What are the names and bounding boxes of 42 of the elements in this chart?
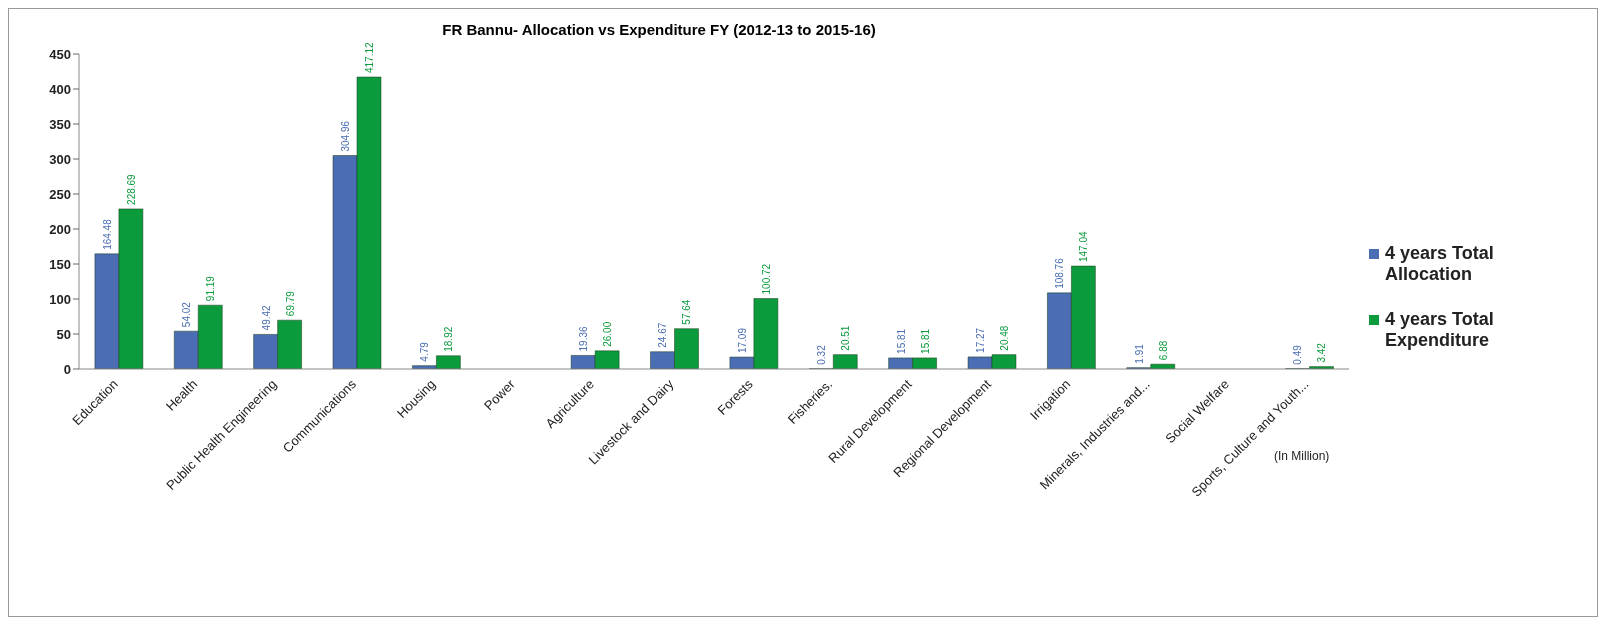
data-label: 91.19: [205, 275, 217, 302]
data-label: 304.96: [340, 120, 351, 152]
y-tick-label: 50: [56, 326, 71, 342]
data-label: 17.09: [736, 327, 748, 354]
data-label: 108.76: [1054, 257, 1066, 289]
data-label: 20.51: [840, 325, 852, 351]
data-label: 0.49: [1292, 344, 1304, 365]
data-label: 0.32: [816, 344, 828, 365]
y-tick-label: 300: [49, 151, 71, 167]
y-tick-label: 100: [49, 291, 71, 307]
data-label: 228.69: [125, 173, 137, 205]
data-label: 100.72: [760, 263, 772, 295]
data-label: 17.27: [975, 327, 986, 353]
y-tick-label: 150: [49, 256, 71, 272]
data-label: 147.04: [1078, 231, 1090, 263]
y-tick-label: 200: [49, 221, 71, 237]
data-label: 1.91: [1133, 343, 1145, 364]
chart-title: FR Bannu- Allocation vs Expenditure FY (2012-13 to 2015-16): [441, 21, 877, 38]
data-label: 18.92: [443, 326, 455, 352]
data-label: 69.79: [284, 290, 296, 317]
text: (In Million): [1274, 449, 1330, 463]
data-label: 24.67: [657, 322, 669, 348]
legend-label: 4 years Total Expenditure: [1385, 309, 1495, 351]
data-label: 6.88: [1157, 340, 1169, 361]
data-label: 417.12: [364, 41, 375, 74]
y-tick-label: 400: [49, 81, 71, 97]
data-label: 49.42: [260, 304, 272, 331]
y-tick-label: 350: [49, 116, 71, 132]
data-label: 54.02: [181, 301, 193, 328]
data-label: 57.64: [681, 299, 693, 325]
y-tick-label: 450: [49, 46, 71, 62]
data-label: 19.36: [578, 325, 590, 352]
data-label: 15.81: [895, 328, 907, 354]
data-label: 164.48: [101, 218, 113, 250]
data-label: 20.48: [999, 325, 1010, 351]
data-label: 4.79: [419, 341, 431, 362]
data-label: 15.81: [919, 328, 931, 354]
y-tick-label: 250: [49, 186, 71, 202]
y-tick-label: 0: [63, 361, 71, 377]
legend-label: 4 years Total Allocation: [1385, 243, 1495, 285]
data-label: 3.42: [1316, 342, 1328, 363]
data-label: 26.00: [602, 321, 614, 347]
